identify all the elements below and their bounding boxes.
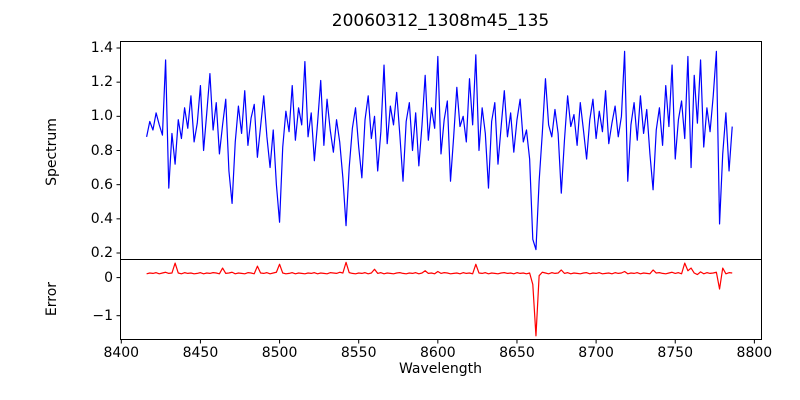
spectrum-y-tick-label: 0.8 (90, 142, 113, 159)
error-line (146, 261, 733, 337)
error-axes-frame (120, 259, 762, 340)
spectrum-y-tick-label: 1.0 (90, 108, 113, 125)
spectrum-y-tick-label: 0.6 (90, 176, 113, 193)
x-tick-label: 8500 (261, 345, 298, 361)
spectrum-y-tick-label: 0.2 (90, 245, 113, 261)
spectrum-line (146, 50, 733, 251)
spectrum-y-tick-label: 1.4 (90, 39, 113, 56)
error-y-tick-label: −1 (92, 307, 113, 324)
x-axis-label: Wavelength (398, 361, 483, 377)
x-tick-label: 8750 (657, 345, 694, 361)
chart-title: 20060312_1308m45_135 (331, 11, 550, 31)
x-tick-label: 8550 (340, 345, 377, 361)
error-y-tick-label: 0 (104, 269, 113, 286)
x-tick-label: 8700 (578, 345, 614, 361)
x-tick-label: 8650 (499, 345, 535, 361)
spectrum-y-tick-label: 0.4 (90, 210, 113, 227)
x-tick-label: 8450 (182, 345, 219, 361)
x-tick-label: 8800 (736, 345, 773, 361)
x-tick-label: 8600 (420, 345, 456, 361)
spectrum-y-tick-label: 1.2 (90, 74, 113, 91)
x-tick-label: 8400 (103, 345, 140, 361)
